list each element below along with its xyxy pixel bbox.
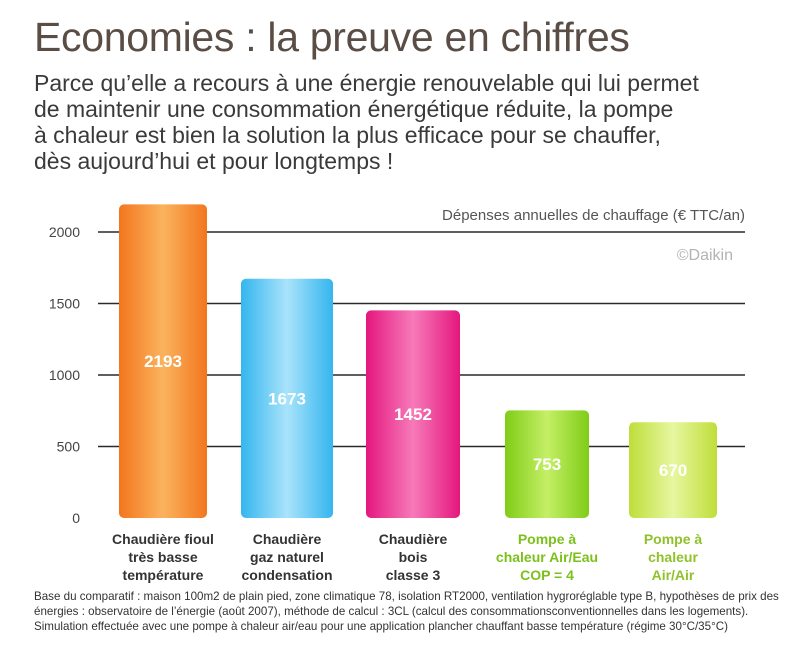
y-tick-label: 1000 — [49, 367, 80, 383]
footnote-line: Simulation effectuée avec une pompe à ch… — [34, 620, 728, 633]
intro-line: dès aujourd’hui et pour longtemps ! — [34, 148, 394, 174]
category-label-line: température — [123, 567, 204, 583]
bar — [505, 410, 589, 518]
bar — [629, 422, 717, 518]
category-label: Chaudière gaz naturel condensation — [241, 531, 332, 583]
intro-line: à chaleur est bien la solution la plus e… — [34, 122, 661, 148]
bar — [366, 310, 460, 518]
intro-paragraph: Parce qu’elle a recours à une énergie re… — [34, 70, 794, 174]
category-label: Chaudière bois classe 3 — [379, 531, 448, 583]
category-label-line: Pompe à — [518, 531, 577, 547]
bar-value-label: 1673 — [268, 389, 306, 408]
category-label-line: Pompe à — [644, 531, 703, 547]
category-label-line: condensation — [241, 567, 332, 583]
category-label-line: chaleur — [648, 549, 698, 565]
footnote-line: énergies : observatoire de l’énergie (ao… — [34, 605, 749, 618]
y-tick-label: 1500 — [49, 296, 80, 312]
category-label-line: Chaudière — [379, 531, 448, 547]
bar-value-label: 2193 — [144, 352, 182, 371]
bar-value-label: 670 — [659, 461, 687, 480]
y-tick-label: 500 — [57, 439, 81, 455]
copyright-watermark: ©Daikin — [677, 247, 733, 264]
category-label-line: classe 3 — [386, 567, 441, 583]
heating-cost-bar-chart: Dépenses annuelles de chauffage (€ TTC/a… — [49, 204, 745, 583]
category-label: Pompe à chaleur Air/Eau COP = 4 — [496, 531, 598, 583]
category-label-line: Chaudière fioul — [112, 531, 214, 547]
category-label: Pompe à chaleur Air/Air — [644, 531, 703, 583]
page-title: Economies : la preuve en chiffres — [34, 14, 630, 60]
category-label-line: gaz naturel — [250, 549, 324, 565]
bar-value-label: 1452 — [394, 405, 432, 424]
footnote: Base du comparatif : maison 100m2 de pla… — [34, 589, 794, 634]
chart-title: Dépenses annuelles de chauffage (€ TTC/a… — [442, 207, 745, 224]
bar — [241, 278, 333, 518]
footnote-line: Base du comparatif : maison 100m2 de pla… — [34, 590, 779, 603]
y-tick-label: 2000 — [49, 224, 80, 240]
category-label: Chaudière fioul très basse température — [112, 531, 214, 583]
category-label-line: très basse — [128, 549, 197, 565]
bar-value-label: 753 — [533, 455, 561, 474]
category-label-line: COP = 4 — [520, 567, 574, 583]
y-tick-label: 0 — [72, 510, 80, 526]
category-label-line: bois — [399, 549, 428, 565]
intro-line: de maintenir une consommation énergétiqu… — [34, 96, 674, 122]
intro-line: Parce qu’elle a recours à une énergie re… — [34, 70, 699, 96]
category-label-line: Air/Air — [652, 567, 695, 583]
category-label-line: Chaudière — [253, 531, 322, 547]
category-label-line: chaleur Air/Eau — [496, 549, 598, 565]
bar — [119, 204, 207, 518]
